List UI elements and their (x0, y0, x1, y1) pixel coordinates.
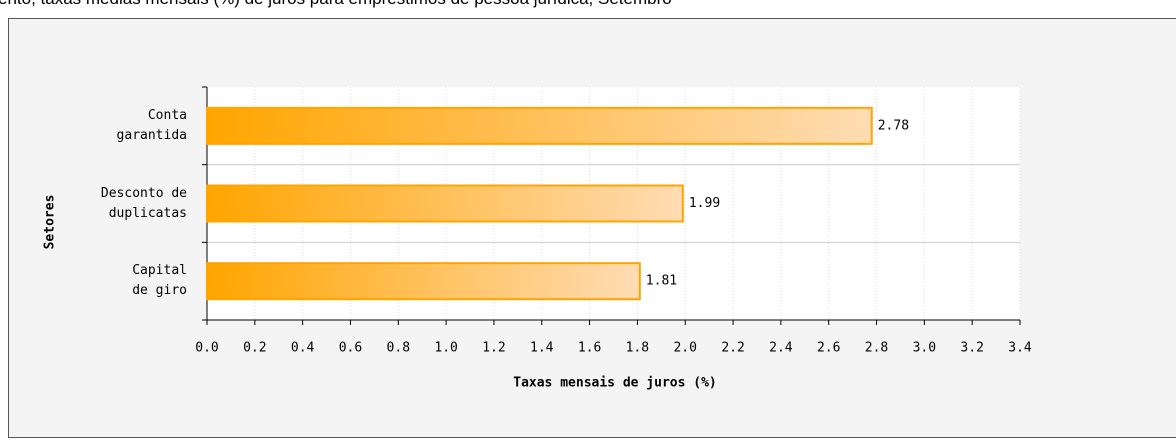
value-label: 1.99 (689, 196, 720, 211)
x-tick-label: 0.8 (387, 341, 410, 356)
bar (206, 106, 873, 145)
y-tick-label: Conta garantida (116, 107, 187, 143)
x-tick-label: 1.2 (482, 341, 505, 356)
x-tick-label: 1.0 (434, 341, 457, 356)
x-tick-label: 2.0 (673, 341, 696, 356)
y-axis-label: Setores (43, 195, 58, 250)
chart-title: ento, taxas médias mensais (%) de juros … (0, 0, 672, 8)
x-tick-label: 2.8 (865, 341, 888, 356)
x-tick-label: 0.2 (243, 341, 266, 356)
y-tick-label: Capital de giro (132, 263, 187, 299)
x-axis-label: Taxas mensais de juros (%) (513, 376, 717, 391)
x-tick-label: 0.6 (339, 341, 362, 356)
x-tick-label: 2.6 (817, 341, 840, 356)
bar (206, 262, 641, 301)
bar (206, 184, 684, 223)
x-tick-label: 1.6 (578, 341, 601, 356)
x-tick-label: 3.4 (1008, 341, 1032, 356)
x-tick-label: 0.0 (195, 341, 218, 356)
x-tick-label: 2.4 (769, 341, 793, 356)
y-tick-label: Desconto de duplicatas (100, 185, 187, 221)
x-tick-label: 0.4 (291, 341, 315, 356)
x-tick-label: 3.0 (913, 341, 936, 356)
value-label: 2.78 (878, 118, 909, 133)
x-tick-label: 3.2 (960, 341, 983, 356)
value-label: 1.81 (646, 274, 677, 289)
x-tick-label: 2.2 (721, 341, 744, 356)
x-tick-label: 1.8 (626, 341, 649, 356)
x-tick-label: 1.4 (530, 341, 554, 356)
